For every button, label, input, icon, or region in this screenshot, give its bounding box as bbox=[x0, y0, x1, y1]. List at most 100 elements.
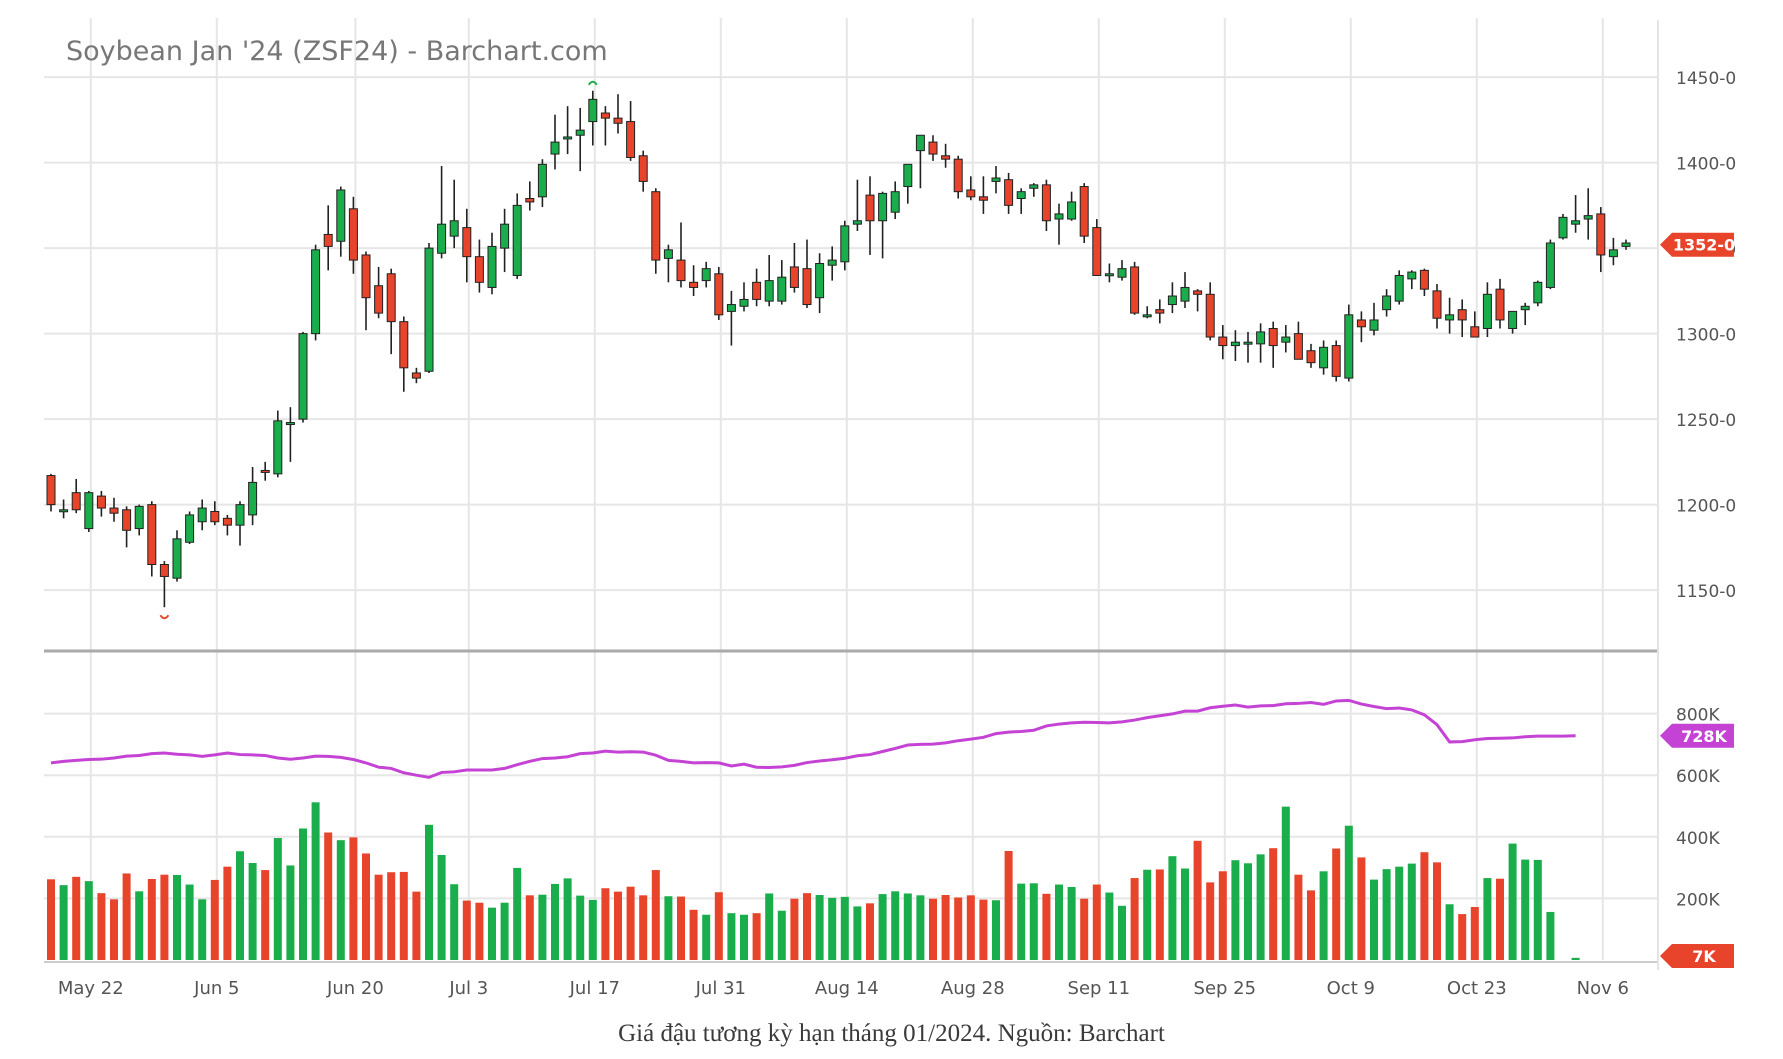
volume-bar bbox=[1546, 911, 1555, 960]
candle-body bbox=[1243, 341, 1253, 345]
volume-bar bbox=[1218, 871, 1227, 960]
volume-bar bbox=[236, 851, 244, 960]
price-tick-label: 1250-0 bbox=[1676, 411, 1736, 431]
volume-bar bbox=[626, 886, 635, 960]
volume-bar bbox=[1004, 850, 1013, 960]
volume-bar bbox=[815, 895, 824, 960]
candle-body bbox=[1482, 293, 1492, 329]
candle-body bbox=[626, 121, 636, 158]
volume-bar bbox=[500, 902, 509, 960]
volume-bar bbox=[1168, 856, 1177, 960]
candle-body bbox=[815, 263, 825, 299]
volume-bar bbox=[425, 824, 433, 960]
candle-body bbox=[1193, 290, 1203, 295]
volume-bar bbox=[122, 873, 131, 960]
candle-body bbox=[1356, 319, 1366, 328]
volume-bar bbox=[1206, 882, 1215, 960]
date-tick-label: Jul 3 bbox=[448, 978, 488, 999]
volume-bar bbox=[1382, 869, 1391, 960]
volume-bar bbox=[399, 871, 408, 960]
candle-body bbox=[1571, 220, 1581, 225]
candle-body bbox=[59, 509, 69, 513]
candle-body bbox=[1205, 293, 1215, 338]
volume-bar bbox=[765, 893, 774, 960]
candle-body bbox=[1218, 336, 1228, 347]
candle-body bbox=[1382, 295, 1392, 311]
volume-bar bbox=[437, 854, 446, 960]
last-volume-badge bbox=[1660, 944, 1734, 968]
last-volume-label: 7K bbox=[1692, 947, 1716, 966]
volume-bar bbox=[1067, 887, 1076, 960]
candle-body bbox=[1445, 314, 1455, 321]
volume-bar bbox=[210, 879, 219, 960]
volume-bar bbox=[651, 870, 660, 960]
volume-bar bbox=[1231, 860, 1240, 960]
candle-body bbox=[273, 420, 283, 475]
candle-body bbox=[71, 492, 81, 511]
volume-bar bbox=[929, 898, 937, 960]
candle-body bbox=[323, 233, 333, 247]
date-tick-label: Oct 9 bbox=[1327, 978, 1375, 999]
candle-body bbox=[1180, 286, 1190, 302]
volume-bar bbox=[588, 899, 597, 960]
volume-bar bbox=[349, 837, 358, 960]
price-tick-label: 1150-0 bbox=[1676, 582, 1736, 602]
volume-bar bbox=[513, 867, 522, 960]
volume-bar bbox=[299, 828, 307, 960]
candle-body bbox=[1621, 242, 1631, 247]
candle-body bbox=[260, 469, 270, 473]
volume-bar bbox=[1092, 884, 1101, 960]
volume-bar bbox=[273, 838, 282, 960]
open-interest-line bbox=[50, 698, 1576, 779]
volume-bar bbox=[1407, 863, 1416, 960]
volume-bar bbox=[1420, 852, 1429, 960]
candle-body bbox=[1041, 184, 1051, 222]
candle-body bbox=[1558, 216, 1568, 239]
volume-bar bbox=[1155, 869, 1164, 960]
volume-bar bbox=[1319, 871, 1328, 960]
volume-bar bbox=[362, 853, 370, 960]
candle-body bbox=[613, 117, 623, 124]
date-tick-label: Jul 17 bbox=[569, 978, 620, 999]
volume-bar bbox=[903, 893, 912, 960]
candle-body bbox=[600, 112, 610, 119]
candle-body bbox=[1268, 327, 1278, 347]
price-tick-label: 1200-0 bbox=[1676, 497, 1736, 517]
candle-body bbox=[500, 223, 510, 249]
candle-body bbox=[777, 276, 787, 302]
volume-bar bbox=[525, 895, 534, 960]
volume-bar bbox=[1496, 878, 1504, 960]
volume-bar bbox=[551, 883, 559, 960]
volume-bar bbox=[1181, 868, 1189, 960]
volume-bar bbox=[853, 906, 862, 960]
volume-bar bbox=[777, 910, 786, 960]
volume-bar bbox=[135, 891, 144, 960]
candle-body bbox=[1029, 184, 1039, 189]
volume-bar bbox=[84, 881, 93, 960]
volume-bar bbox=[714, 892, 723, 960]
candle-body bbox=[487, 245, 497, 288]
candle-body bbox=[311, 249, 321, 335]
candle-body bbox=[512, 204, 522, 276]
date-tick-label: Nov 6 bbox=[1577, 978, 1629, 999]
candle-body bbox=[1533, 281, 1543, 304]
candle-body bbox=[1407, 271, 1417, 280]
volume-bar bbox=[1256, 854, 1265, 960]
date-tick-label: Jun 20 bbox=[326, 978, 384, 999]
volume-bar bbox=[740, 914, 748, 960]
volume-bar bbox=[677, 896, 685, 960]
volume-bar bbox=[1130, 878, 1139, 960]
volume-tick-label: 400K bbox=[1676, 829, 1720, 849]
candle-body bbox=[1079, 186, 1089, 237]
volume-bars bbox=[47, 802, 1580, 960]
volume-bar bbox=[1281, 806, 1290, 960]
candle-body bbox=[1004, 179, 1014, 206]
candle-body bbox=[878, 192, 888, 222]
candle-body bbox=[701, 268, 711, 282]
volume-bar bbox=[664, 896, 673, 960]
volume-bar bbox=[1445, 904, 1454, 960]
candle-body bbox=[1319, 346, 1329, 369]
candle-body bbox=[348, 208, 358, 261]
candle-body bbox=[789, 266, 799, 288]
date-tick-label: Oct 23 bbox=[1447, 978, 1507, 999]
